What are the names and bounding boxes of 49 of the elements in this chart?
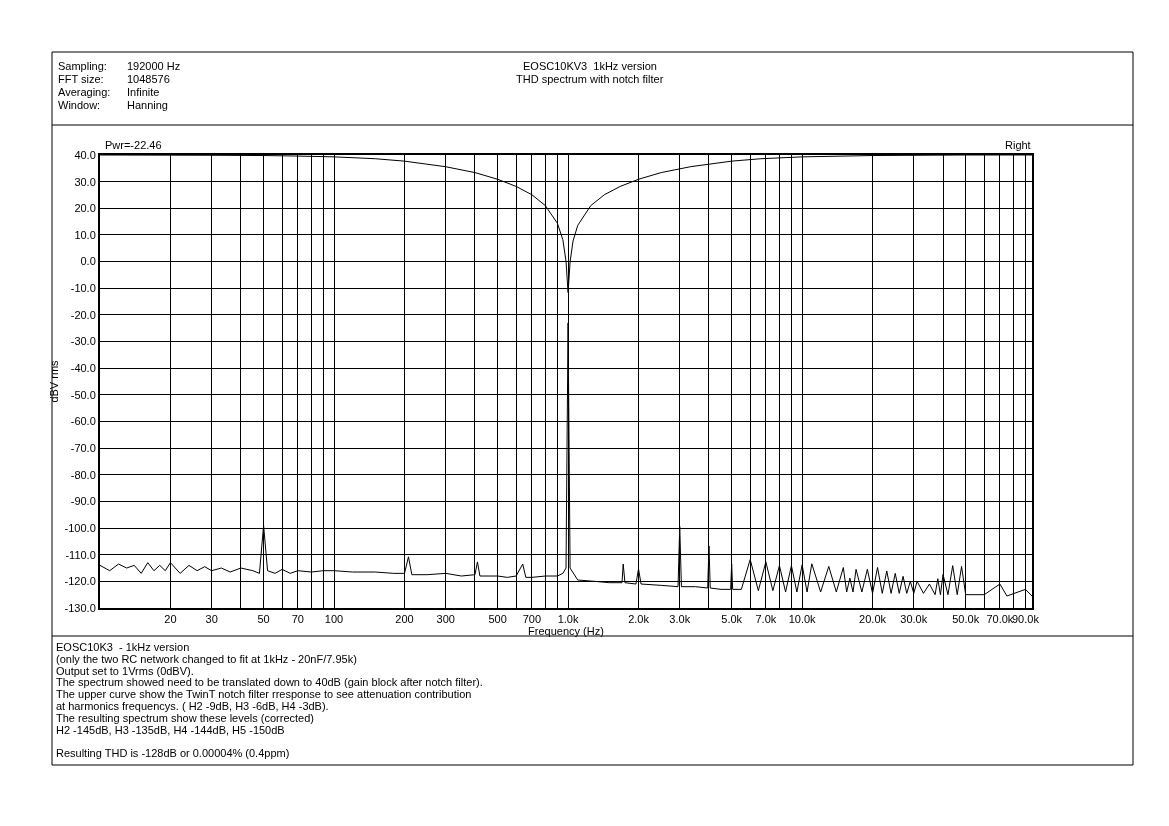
text: Window: Hanning <box>58 99 168 111</box>
x-tick-label: 70 <box>291 613 304 626</box>
x-tick-label: 1.0k <box>557 613 579 626</box>
x-tick-label: 500 <box>488 613 507 626</box>
text: Right <box>1005 139 1031 151</box>
y-tick-label: -80.0 <box>70 468 96 481</box>
x-tick-label: 30.0k <box>900 613 928 626</box>
x-tick-label: 7.0k <box>755 613 777 626</box>
x-tick-label: 2.0k <box>628 613 650 626</box>
chart-subtitle: THD spectrum with notch filter <box>516 73 664 85</box>
x-tick-label: 700 <box>522 613 541 626</box>
y-tick-label: 10.0 <box>74 228 96 241</box>
x-tick-label: 100 <box>324 613 344 626</box>
x-tick-label: 90.0k <box>1011 613 1040 626</box>
text: EOSC10K3 - 1kHz version (only the two RC network changed to fit at 1kHz - 20nF/7.95k) Output set to 1Vrms (0dBV). The spectrum showed need to be translated down to 40dB (gain block after notch filter). The upper curve show the TwinT notch filter rresponse to see attenuation contribution at harmonics frequencys. ( H2 -9dB, H3 -6dB, H4 -3dB). The resulting spectrum show these levels (corrected) H2 -145dB, H3 -135dB, H4 -144dB, H5 -150dB Resulting THD is -128dB or 0.00004% (0.4ppm) <box>56 641 483 759</box>
y-tick-label: -110.0 <box>65 548 96 561</box>
text: FFT size: 1048576 <box>58 73 170 85</box>
x-tick-label: 30 <box>205 613 218 626</box>
x-tick-label: 3.0k <box>669 613 691 626</box>
y-tick-label: 0.0 <box>80 255 96 268</box>
y-tick-label: -20.0 <box>70 308 96 321</box>
x-axis-title: Frequency (Hz) <box>528 625 604 638</box>
y-tick-label: 40.0 <box>74 148 96 161</box>
y-tick-label: -90.0 <box>70 495 96 508</box>
x-tick-label: 50 <box>257 613 270 626</box>
x-tick-label: 20 <box>164 613 177 626</box>
y-axis-title: dBV rms <box>47 359 60 403</box>
y-tick-label: 30.0 <box>74 175 96 188</box>
y-tick-label: -100.0 <box>64 521 96 534</box>
chart-title: EOSC10KV3 1kHz version <box>523 60 657 72</box>
y-tick-label: 20.0 <box>74 202 96 215</box>
x-tick-label: 10.0k <box>788 613 817 626</box>
y-tick-label: -70.0 <box>70 441 96 454</box>
y-tick-label: -120.0 <box>64 575 96 588</box>
y-tick-label: -50.0 <box>70 388 96 401</box>
text: Sampling: 192000 Hz <box>58 60 181 72</box>
y-tick-label: -30.0 <box>70 335 96 348</box>
x-tick-label: 200 <box>395 613 414 626</box>
x-tick-label: 20.0k <box>859 613 887 626</box>
x-tick-label: 70.0k <box>986 613 1014 626</box>
x-tick-label: 50.0k <box>952 613 980 626</box>
y-tick-label: -130.0 <box>64 601 96 614</box>
y-tick-label: -10.0 <box>70 282 96 295</box>
text: Pwr=-22.46 <box>105 139 162 151</box>
y-tick-label: -40.0 <box>70 362 96 375</box>
text: Averaging: Infinite <box>58 86 160 98</box>
x-tick-label: 5.0k <box>721 613 743 626</box>
y-tick-label: -60.0 <box>70 415 96 428</box>
x-tick-label: 300 <box>436 613 455 626</box>
